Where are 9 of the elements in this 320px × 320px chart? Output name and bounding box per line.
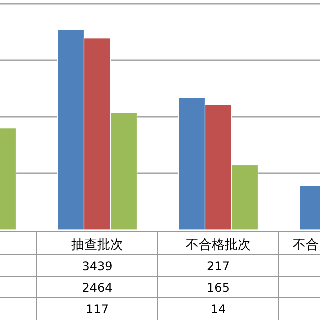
x-tick-label: 抽查批次 (72, 238, 124, 253)
data-label: 217 (207, 260, 230, 274)
x-tick-label: 不合格批次 (186, 238, 251, 253)
data-label: 3439 (82, 260, 113, 274)
data-label: 165 (207, 281, 230, 295)
data-label: 2464 (82, 281, 113, 295)
data-label: 14 (210, 302, 226, 316)
data-label: 117 (86, 302, 109, 316)
x-tick-label: 不合 (293, 238, 319, 253)
